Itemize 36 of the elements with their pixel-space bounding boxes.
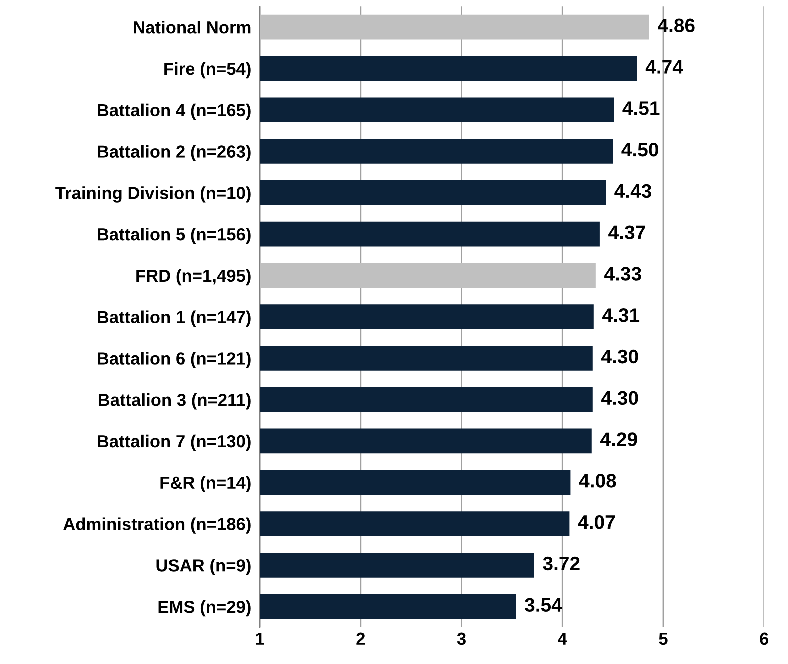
y-tick-label: Battalion 7 (n=130) [98, 434, 251, 452]
y-tick-label: National Norm [134, 21, 251, 34]
y-tick-label: Administration (n=186) [64, 518, 251, 534]
data-label: 4.86 [658, 18, 695, 33]
x-tick-label: 4 [558, 632, 568, 645]
y-tick-label: Battalion 2 (n=263) [98, 145, 251, 162]
y-tick-label: Battalion 3 (n=211) [98, 394, 251, 410]
y-tick-label: USAR (n=9) [156, 559, 251, 576]
y-tick-label: Battalion 6 (n=121) [98, 352, 251, 368]
y-tick-label: EMS (n=29) [158, 600, 251, 617]
y-tick-label: Battalion 1 (n=147) [98, 310, 251, 327]
data-label: 3.54 [525, 598, 562, 612]
data-label: 4.30 [602, 350, 638, 364]
data-label: 4.08 [579, 474, 616, 488]
y-tick-label: Fire (n=54) [164, 62, 251, 79]
x-tick-label: 2 [356, 632, 366, 645]
x-tick-label: 3 [457, 632, 466, 646]
x-tick-label: 5 [659, 632, 668, 646]
y-tick-label: FRD (n=1,495) [136, 269, 251, 286]
x-tick-label: 1 [256, 632, 264, 645]
data-label: 4.43 [614, 184, 652, 198]
data-label: 4.30 [602, 391, 638, 406]
data-label: 4.74 [646, 60, 684, 74]
y-tick-label: Battalion 4 (n=165) [98, 104, 251, 120]
data-label: 4.29 [600, 432, 638, 446]
data-label: 4.33 [604, 267, 642, 281]
data-label: 4.51 [622, 102, 660, 116]
y-tick-label: F&R (n=14) [160, 476, 251, 493]
data-label: 4.07 [578, 515, 616, 530]
x-tick-label: 6 [760, 632, 769, 646]
y-tick-label: Battalion 5 (n=156) [98, 228, 251, 244]
data-label: 4.31 [602, 308, 640, 322]
y-tick-label: Training Division (n=10) [56, 186, 251, 203]
data-label: 4.37 [608, 226, 646, 240]
data-label: 3.72 [543, 556, 580, 571]
data-label: 4.50 [622, 142, 658, 157]
